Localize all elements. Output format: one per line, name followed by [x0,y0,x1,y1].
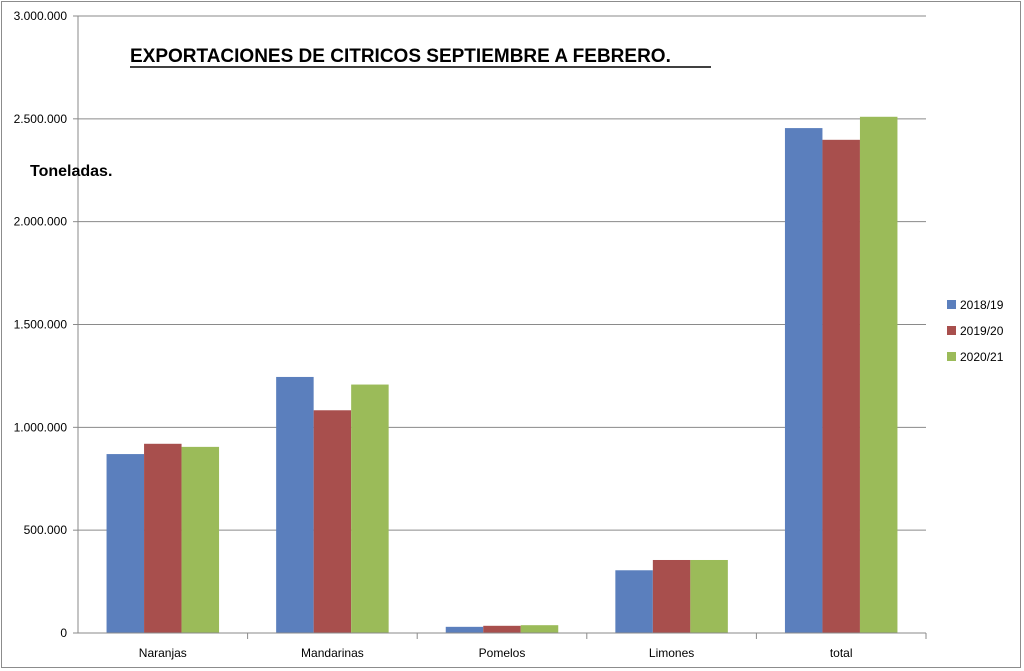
y-tick-label: 3.000.000 [14,9,68,23]
bar-naranjas-2020-21 [181,446,220,633]
chart-title: EXPORTACIONES DE CITRICOS SEPTIEMBRE A F… [130,46,671,67]
bar-total-2019-20 [822,139,860,633]
y-tick-label: 2.500.000 [14,112,68,126]
legend-entry: 2020/21 [960,350,1004,364]
bar-limones-2020-21 [690,559,728,633]
bar-mandarinas-2018-19 [276,376,314,633]
bar-pomelos-2018-19 [445,626,484,633]
y-axis-ticks: 0 500.000 1.000.000 1.500.000 2.000.000 2.500… [14,9,78,640]
x-category-label: Naranjas [139,646,187,660]
bar-total-2020-21 [859,116,898,633]
bar-limones-2019-20 [652,559,691,633]
legend-swatch [947,300,956,309]
x-category-label: total [830,646,853,660]
y-tick-label: 0 [60,626,67,640]
legend: 2018/19 2019/20 2020/21 [947,298,1004,364]
bars [106,116,898,634]
gridlines [78,15,926,531]
legend-entry: 2018/19 [960,298,1004,312]
bar-limones-2018-19 [615,570,653,633]
x-category-label: Mandarinas [301,646,364,660]
bar-pomelos-2019-20 [483,625,521,633]
bar-mandarinas-2020-21 [351,384,389,633]
bar-pomelos-2020-21 [520,625,559,633]
bar-naranjas-2018-19 [106,454,145,633]
y-tick-label: 2.000.000 [14,215,68,229]
x-category-label: Pomelos [479,646,526,660]
y-tick-label: 500.000 [24,523,68,537]
y-tick-label: 1.500.000 [14,318,68,332]
bar-mandarinas-2019-20 [313,410,352,633]
legend-swatch [947,326,956,335]
legend-entry: 2019/20 [960,324,1004,338]
y-tick-label: 1.000.000 [14,420,68,434]
bar-naranjas-2019-20 [144,443,182,633]
bar-total-2018-19 [784,128,823,634]
y-unit-label: Toneladas. [30,163,112,180]
x-axis-categories: Naranjas Mandarinas Pomelos Limones total [139,633,927,660]
x-category-label: Limones [649,646,694,660]
legend-swatch [947,352,956,361]
